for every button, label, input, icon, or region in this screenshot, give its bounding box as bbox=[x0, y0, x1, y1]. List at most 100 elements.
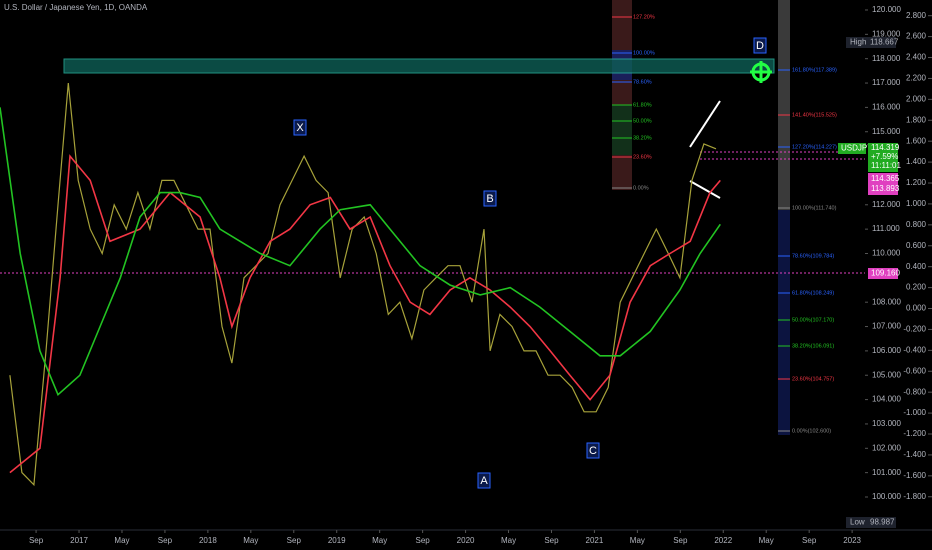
x-tick-label: May bbox=[501, 536, 516, 545]
annotation-box bbox=[483, 190, 497, 207]
resistance-zone bbox=[63, 58, 775, 74]
x-tick-label: 2023 bbox=[843, 536, 861, 545]
y2-tick-label: -1.200 bbox=[903, 429, 926, 438]
x-tick-label: Sep bbox=[29, 536, 44, 545]
y2-tick-label: 0.400 bbox=[906, 262, 927, 271]
fib-label: 127.20% bbox=[633, 14, 655, 20]
tag-value: 114.365 bbox=[871, 174, 900, 183]
y2-tick-label: 1.000 bbox=[906, 199, 927, 208]
fib-label: 61.80% bbox=[633, 102, 652, 108]
y2-tick-label: 0.200 bbox=[906, 283, 927, 292]
series-line bbox=[0, 107, 721, 397]
y2-tick-label: -0.800 bbox=[903, 387, 926, 396]
fib-band bbox=[778, 0, 790, 210]
tag-box bbox=[846, 37, 868, 48]
y2-tick-label: -1.800 bbox=[903, 492, 926, 501]
y-tick-label: 116.000 bbox=[872, 102, 901, 111]
chart-title: U.S. Dollar / Japanese Yen, 1D, OANDA bbox=[4, 3, 148, 12]
y-tick-label: 104.000 bbox=[872, 395, 901, 404]
y2-tick-label: 1.400 bbox=[906, 157, 927, 166]
y2-tick-label: 2.000 bbox=[906, 94, 927, 103]
annotations: X A B C D bbox=[293, 37, 772, 489]
y-tick-label: 105.000 bbox=[872, 370, 901, 379]
fib-band bbox=[778, 210, 790, 435]
tag-value: 118.667 bbox=[870, 38, 899, 47]
fib-label: 141.40%(115.525) bbox=[792, 112, 837, 118]
y2-tick-label: 1.200 bbox=[906, 178, 927, 187]
x-tick-label: 2018 bbox=[199, 536, 217, 545]
series-line bbox=[9, 82, 717, 487]
x-tick-label: 2022 bbox=[714, 536, 732, 545]
fib-label: 23.60% bbox=[633, 154, 652, 160]
tag-value: +7.59% bbox=[871, 152, 898, 161]
tag-box bbox=[846, 517, 868, 528]
x-tick-label: 2021 bbox=[586, 536, 604, 545]
y-tick-label: 103.000 bbox=[872, 419, 901, 428]
x-tick-label: Sep bbox=[802, 536, 817, 545]
y-tick-label: 106.000 bbox=[872, 346, 901, 355]
tag-label: Low bbox=[850, 518, 865, 527]
y-tick-label: 117.000 bbox=[872, 78, 901, 87]
x-tick-label: Sep bbox=[287, 536, 302, 545]
fib-label: 61.80%(108.249) bbox=[792, 290, 834, 296]
annotation: D bbox=[756, 40, 764, 52]
y-tick-label: 108.000 bbox=[872, 297, 901, 306]
fib-label: 78.60% bbox=[633, 79, 652, 85]
x-tick-label: May bbox=[759, 536, 774, 545]
annotation: B bbox=[486, 193, 493, 205]
fib-label: 161.80%(117.389) bbox=[792, 67, 837, 73]
y2-tick-label: -1.000 bbox=[903, 408, 926, 417]
fib-labels: 127.20% 100.00% 78.60% 61.80% 50.00% 38.20% 23… bbox=[612, 14, 837, 434]
fib-label: 100.00%(111.740) bbox=[792, 205, 837, 211]
y2-tick-label: 0.800 bbox=[906, 220, 927, 229]
fib-label: 100.00% bbox=[633, 50, 655, 56]
y2-tick-label: 1.800 bbox=[906, 115, 927, 124]
x-tick-label: Sep bbox=[673, 536, 688, 545]
y2-tick-label: 1.600 bbox=[906, 136, 927, 145]
y2-tick-label: -1.400 bbox=[903, 450, 926, 459]
x-tick-label: Sep bbox=[544, 536, 559, 545]
x-tick-label: May bbox=[114, 536, 129, 545]
tag-value: 113.893 bbox=[871, 184, 900, 193]
fib-label: 23.60%(104.757) bbox=[792, 376, 834, 382]
fib-label: 127.20%(114.227) bbox=[792, 144, 837, 150]
tag-label: High bbox=[850, 38, 866, 47]
annotation-box bbox=[586, 442, 600, 459]
tag-value: 11:11:01 bbox=[871, 161, 902, 170]
fib-label: 0.00%(102.600) bbox=[792, 428, 831, 434]
y2-tick-label: 0.600 bbox=[906, 241, 927, 250]
wedge-line bbox=[689, 180, 721, 199]
x-tick-label: 2017 bbox=[70, 536, 88, 545]
fib-band bbox=[612, 0, 632, 190]
y2-tick-label: -0.200 bbox=[903, 325, 926, 334]
fib-label: 38.20% bbox=[633, 135, 652, 141]
tag-value: 98.987 bbox=[870, 518, 895, 527]
annotation: C bbox=[589, 445, 597, 457]
tag-value: 109.160 bbox=[871, 269, 900, 278]
fib-label: 50.00% bbox=[633, 118, 652, 124]
tag-symbol: USDJPY bbox=[841, 144, 873, 153]
tag-box bbox=[868, 173, 898, 195]
y2-tick-label: 2.200 bbox=[906, 74, 927, 83]
tag-value: 114.319 bbox=[871, 143, 900, 152]
y-tick-label: 101.000 bbox=[872, 468, 901, 477]
target-marker bbox=[750, 61, 772, 83]
annotation-box bbox=[477, 472, 491, 489]
y2-tick-label: 2.800 bbox=[906, 11, 927, 20]
tag-box bbox=[868, 517, 896, 528]
y-tick-label: 100.000 bbox=[872, 492, 901, 501]
y-tick-label: 120.000 bbox=[872, 5, 901, 14]
annotation: A bbox=[480, 475, 488, 487]
fib-label: 78.60%(109.784) bbox=[792, 253, 834, 259]
fib-band bbox=[612, 105, 632, 155]
fib-label: 0.00% bbox=[633, 185, 649, 191]
y-tick-label: 118.000 bbox=[872, 54, 901, 63]
fib-label: 50.00%(107.170) bbox=[792, 317, 834, 323]
annotation-box bbox=[293, 119, 307, 136]
y-tick-label: 112.000 bbox=[872, 200, 901, 209]
x-tick-label: Sep bbox=[158, 536, 173, 545]
tag-box bbox=[868, 143, 898, 172]
